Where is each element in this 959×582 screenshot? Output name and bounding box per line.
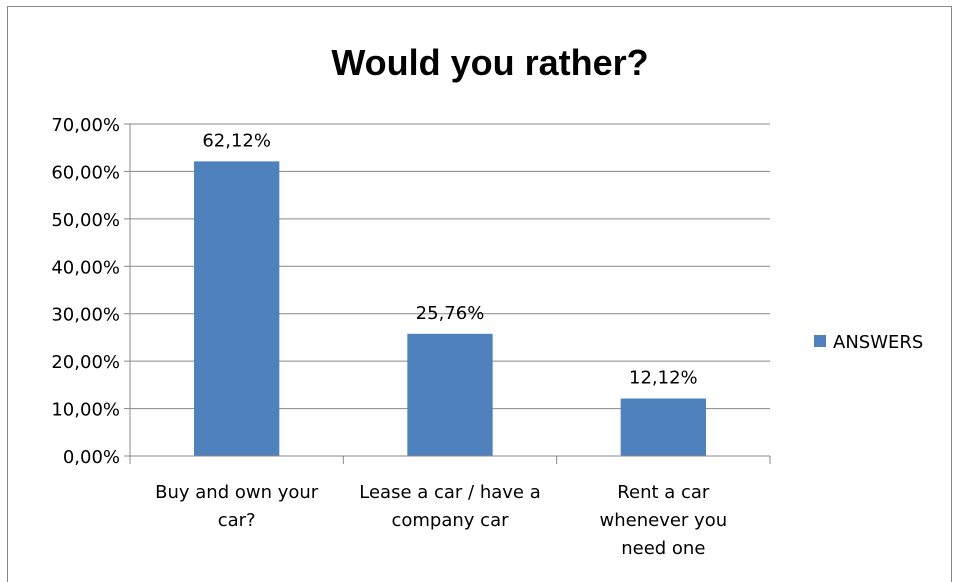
- y-tick-label: 20,00%: [51, 352, 120, 373]
- data-label: 62,12%: [202, 130, 271, 151]
- category-label: need one: [621, 538, 705, 559]
- y-tick-label: 40,00%: [51, 257, 120, 278]
- y-tick-label: 70,00%: [51, 115, 120, 136]
- data-label: 25,76%: [416, 303, 485, 324]
- bar: [194, 161, 280, 456]
- legend-label-answers: ANSWERS: [833, 332, 923, 353]
- y-tick-label: 0,00%: [63, 447, 120, 468]
- y-tick-label: 50,00%: [51, 210, 120, 231]
- y-tick-label: 60,00%: [51, 162, 120, 183]
- category-label: Buy and own your: [155, 482, 319, 503]
- category-label: whenever you: [600, 510, 728, 531]
- legend-swatch-answers: [814, 335, 826, 347]
- bar: [407, 333, 493, 456]
- bars: [194, 161, 706, 456]
- chart-title: Would you rather?: [331, 42, 648, 83]
- category-labels: Buy and own your car? Lease a car / have a…: [155, 482, 727, 559]
- axes: [129, 124, 771, 464]
- data-labels: 62,12% 25,76% 12,12%: [202, 130, 697, 388]
- legend: ANSWERS: [814, 332, 923, 353]
- category-label: Lease a car / have a: [359, 482, 541, 503]
- chart-frame: [7, 6, 952, 582]
- y-tick-label: 10,00%: [51, 400, 120, 421]
- bar: [620, 398, 706, 456]
- category-label: car?: [218, 510, 256, 531]
- y-tick-label: 30,00%: [51, 305, 120, 326]
- data-label: 12,12%: [629, 368, 698, 389]
- y-axis-ticks: 0,00% 10,00% 20,00% 30,00% 40,00% 50,00% 60,00…: [51, 115, 130, 468]
- category-label: company car: [391, 510, 509, 531]
- category-label: Rent a car: [617, 482, 710, 503]
